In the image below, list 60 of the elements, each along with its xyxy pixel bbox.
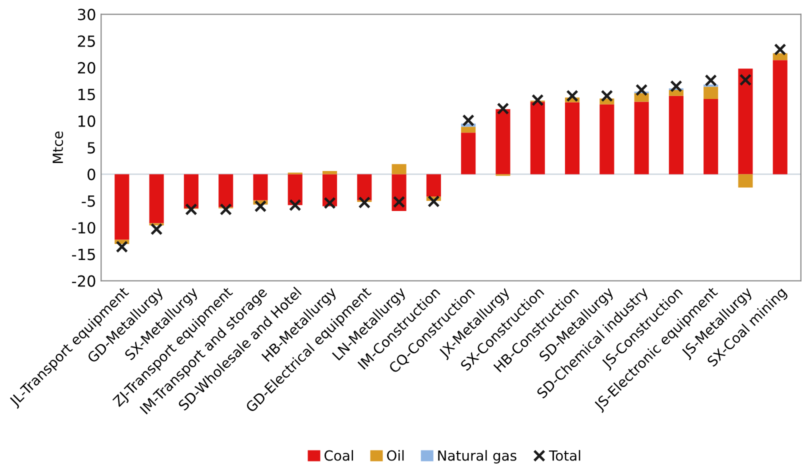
point <box>496 102 510 115</box>
bar <box>634 102 649 174</box>
point <box>358 196 371 209</box>
y-tick-label: 30 <box>78 8 96 20</box>
bar <box>600 104 614 174</box>
y-axis-title: Mtce <box>52 131 64 164</box>
point <box>774 43 786 56</box>
bar <box>668 96 684 174</box>
point <box>566 90 578 102</box>
point <box>254 200 267 212</box>
bar <box>184 174 198 208</box>
bar <box>461 132 476 174</box>
bar <box>772 60 788 174</box>
bar <box>288 174 302 206</box>
y-tick-label: 25 <box>78 35 95 47</box>
y-tick-label: -10 <box>72 222 96 234</box>
bar <box>461 126 476 133</box>
point <box>635 84 648 96</box>
point <box>220 203 232 216</box>
point <box>532 94 544 106</box>
bar <box>322 171 338 174</box>
bar <box>496 109 510 174</box>
bar <box>564 102 580 174</box>
point <box>289 199 302 212</box>
point <box>428 195 440 208</box>
y-tick-label: -15 <box>72 248 95 260</box>
point <box>704 74 717 86</box>
bar <box>704 86 718 100</box>
bar <box>114 174 130 240</box>
point <box>739 74 752 86</box>
y-tick-label: 10 <box>78 115 96 127</box>
point <box>185 203 198 216</box>
bar <box>426 174 441 197</box>
point <box>462 114 474 126</box>
bar <box>357 174 372 200</box>
bar <box>668 90 684 96</box>
y-tick-label: 5 <box>88 142 95 154</box>
legend-label: Total <box>548 450 580 461</box>
y-tick-label: -5 <box>82 196 95 207</box>
bar <box>704 99 718 174</box>
y-tick-label: 15 <box>78 88 95 100</box>
point <box>116 240 128 253</box>
bar <box>530 102 545 174</box>
legend-label: Coal <box>324 450 354 461</box>
bar <box>149 174 164 224</box>
point <box>600 90 614 102</box>
bar <box>738 68 753 174</box>
bar <box>253 174 268 200</box>
bar <box>392 164 406 174</box>
point <box>150 223 163 236</box>
legend-label: Oil <box>387 450 404 461</box>
y-tick-label: 0 <box>88 168 96 180</box>
point <box>324 196 336 210</box>
point <box>392 196 406 208</box>
bar <box>218 174 234 208</box>
y-tick-label: -20 <box>72 275 96 287</box>
legend-label: Natural gas <box>438 450 516 464</box>
y-tick-label: 20 <box>78 62 96 74</box>
point <box>670 80 682 92</box>
bar <box>738 174 753 188</box>
